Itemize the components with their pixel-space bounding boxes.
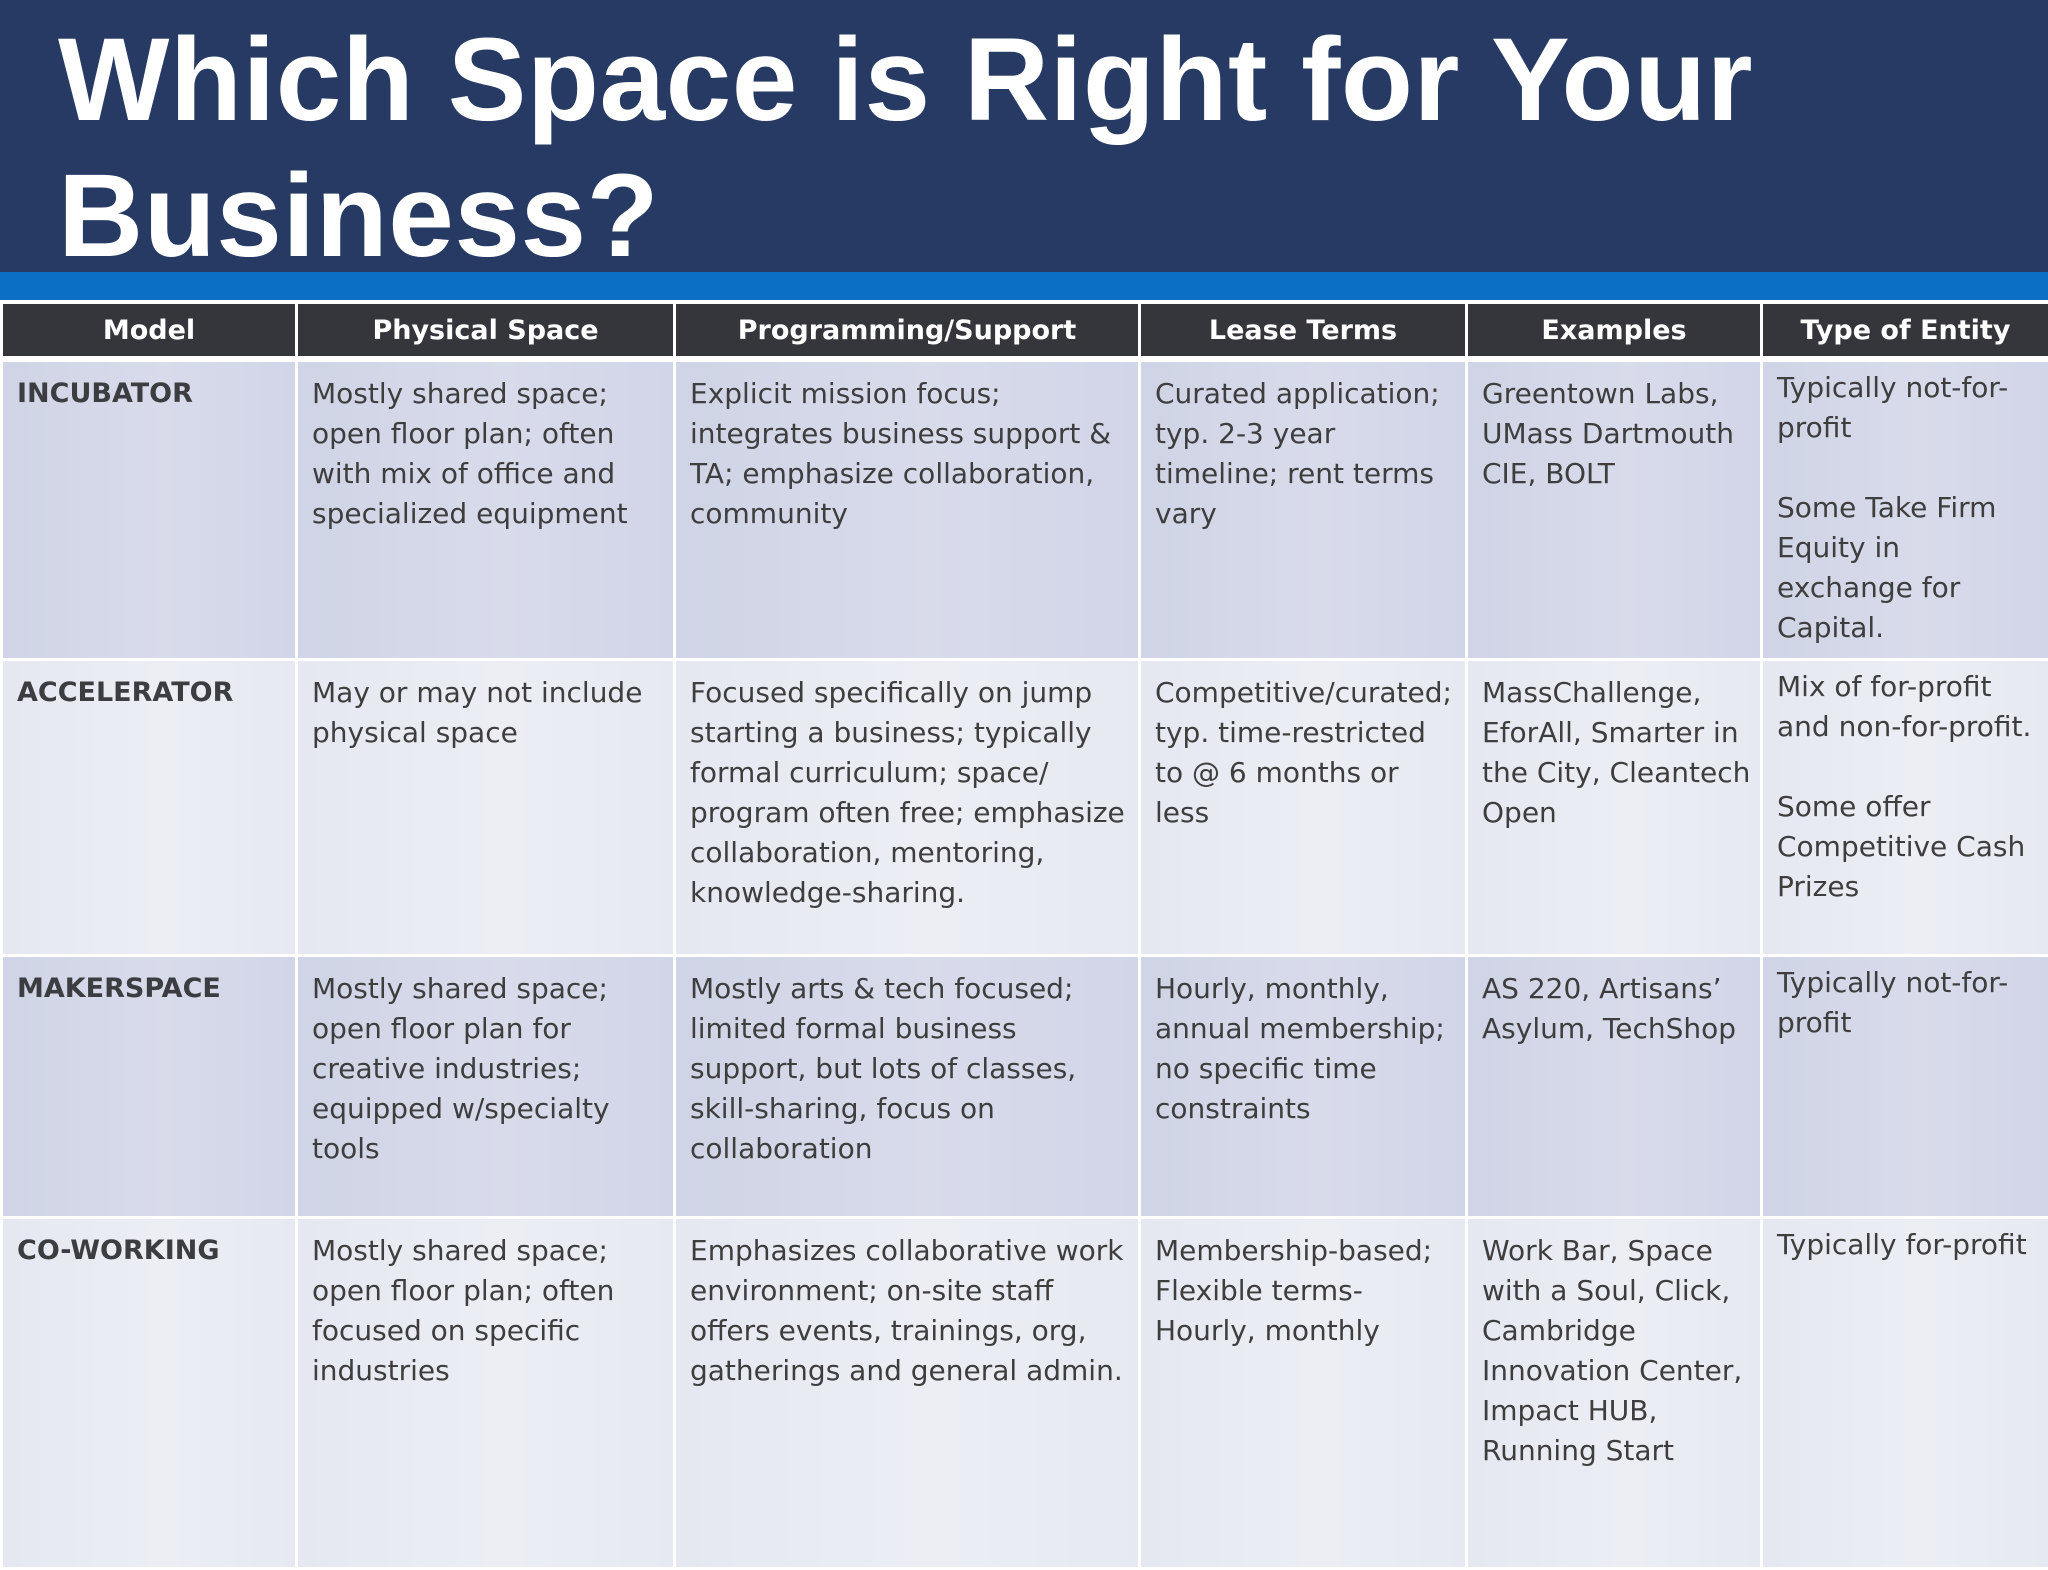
table-row-incubator: INCUBATOR Mostly shared space; open floo… bbox=[2, 359, 2048, 660]
examples-cell: MassChallenge, EforAll, Smarter in the C… bbox=[1467, 660, 1762, 956]
table-row-co-working: CO-WORKING Mostly shared space; open flo… bbox=[2, 1218, 2048, 1569]
column-header-model: Model bbox=[2, 303, 297, 360]
column-header-entity-type: Type of Entity bbox=[1762, 303, 2048, 360]
entity-type-text: Typically not-for-profit Some Take Firm … bbox=[1777, 368, 2040, 648]
model-cell: MAKERSPACE bbox=[2, 956, 297, 1218]
table-row-makerspace: MAKERSPACE Mostly shared space; open flo… bbox=[2, 956, 2048, 1218]
model-cell: CO-WORKING bbox=[2, 1218, 297, 1569]
programming-cell: Focused specifically on jump starting a … bbox=[675, 660, 1140, 956]
lease-terms-cell: Curated application; typ. 2-3 year timel… bbox=[1140, 359, 1467, 660]
model-cell: INCUBATOR bbox=[2, 359, 297, 660]
table-row-accelerator: ACCELERATOR May or may not include physi… bbox=[2, 660, 2048, 956]
column-header-programming: Programming/Support bbox=[675, 303, 1140, 360]
entity-type-cell: Typically for-profit bbox=[1762, 1218, 2048, 1569]
examples-cell: AS 220, Artisans’ Asylum, TechShop bbox=[1467, 956, 1762, 1218]
entity-type-text: Typically for-profit bbox=[1777, 1225, 2040, 1265]
physical-space-cell: May or may not include physical space bbox=[297, 660, 675, 956]
physical-space-cell: Mostly shared space; open floor plan for… bbox=[297, 956, 675, 1218]
accent-stripe bbox=[0, 272, 2048, 300]
comparison-table: Model Physical Space Programming/Support… bbox=[0, 301, 2048, 1570]
model-cell: ACCELERATOR bbox=[2, 660, 297, 956]
slide-title: Which Space is Right for Your Business? bbox=[58, 12, 1958, 284]
entity-type-cell: Typically not-for-profit Some Take Firm … bbox=[1762, 359, 2048, 660]
examples-cell: Work Bar, Space with a Soul, Click, Camb… bbox=[1467, 1218, 1762, 1569]
table-header-row: Model Physical Space Programming/Support… bbox=[2, 303, 2048, 360]
entity-type-cell: Mix of for-profit and non-for-profit. So… bbox=[1762, 660, 2048, 956]
physical-space-cell: Mostly shared space; open floor plan; of… bbox=[297, 1218, 675, 1569]
examples-cell: Greentown Labs, UMass Dartmouth CIE, BOL… bbox=[1467, 359, 1762, 660]
entity-type-cell: Typically not-for-profit bbox=[1762, 956, 2048, 1218]
title-banner: Which Space is Right for Your Business? bbox=[0, 0, 2048, 272]
column-header-physical-space: Physical Space bbox=[297, 303, 675, 360]
entity-type-text: Mix of for-profit and non-for-profit. So… bbox=[1777, 667, 2040, 907]
lease-terms-cell: Competitive/curated; typ. time-restricte… bbox=[1140, 660, 1467, 956]
column-header-examples: Examples bbox=[1467, 303, 1762, 360]
physical-space-cell: Mostly shared space; open floor plan; of… bbox=[297, 359, 675, 660]
column-header-lease-terms: Lease Terms bbox=[1140, 303, 1467, 360]
programming-cell: Explicit mission focus; integrates busin… bbox=[675, 359, 1140, 660]
lease-terms-cell: Hourly, monthly, annual membership; no s… bbox=[1140, 956, 1467, 1218]
entity-type-text: Typically not-for-profit bbox=[1777, 963, 2040, 1043]
programming-cell: Mostly arts & tech focused; limited form… bbox=[675, 956, 1140, 1218]
programming-cell: Emphasizes collaborative work environmen… bbox=[675, 1218, 1140, 1569]
lease-terms-cell: Membership-based; Flexible terms-Hourly,… bbox=[1140, 1218, 1467, 1569]
